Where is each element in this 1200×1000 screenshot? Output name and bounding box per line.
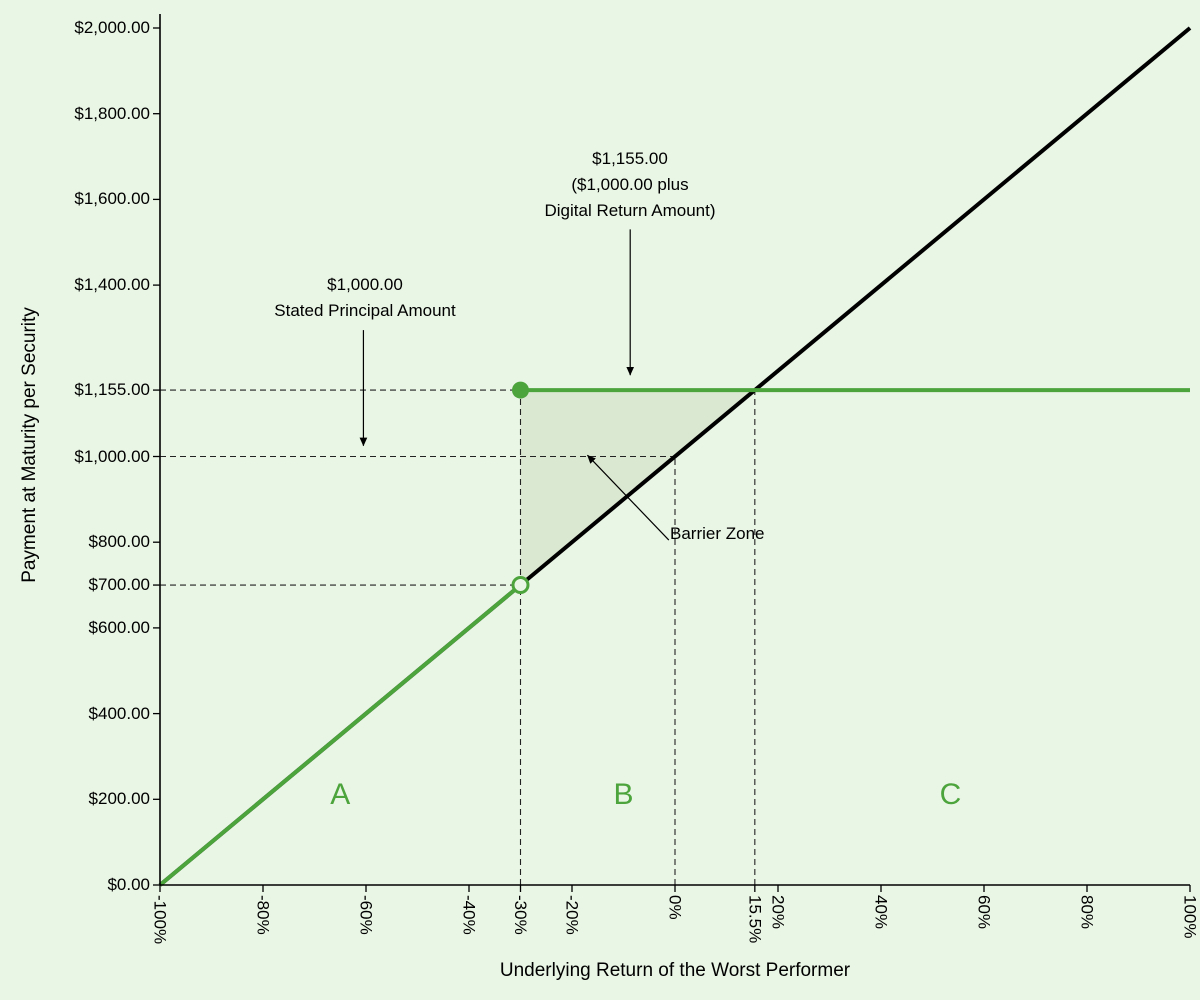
annotation-line: Stated Principal Amount [274, 301, 456, 320]
x-tick-label: -40% [459, 895, 479, 935]
x-tick-label: 100% [1180, 895, 1200, 939]
y-tick-label: $2,000.00 [74, 18, 150, 37]
y-tick-label: $1,155.00 [74, 380, 150, 400]
x-tick-label: 15.5% [745, 895, 765, 944]
region-label-a: A [330, 778, 351, 812]
payment-line [158, 583, 522, 887]
y-tick-label: $400.00 [88, 703, 150, 723]
x-tick-label: -60% [356, 895, 376, 935]
y-tick-label: $1,000.00 [74, 446, 150, 466]
stated-principal-annotation: $1,000.00 Stated Principal Amount [215, 272, 515, 324]
region-label-b: B [613, 778, 634, 812]
y-tick-label: $600.00 [88, 617, 150, 637]
y-tick-label: $700.00 [88, 575, 150, 595]
y-tick-label: $200.00 [88, 789, 150, 809]
y-tick-label: $1,400.00 [74, 275, 150, 295]
guide-lines [160, 389, 756, 885]
x-axis-title: Underlying Return of the Worst Performer [499, 960, 851, 981]
x-tick-label: -80% [253, 895, 273, 935]
x-tick-label: 20% [768, 895, 788, 930]
x-tick-label: 80% [1077, 895, 1097, 930]
open-endpoint [511, 576, 530, 595]
annotation-line: $1,000.00 [327, 275, 403, 294]
digital-return-annotation: $1,155.00 ($1,000.00 plus Digital Return… [480, 146, 780, 224]
x-tick-label: -20% [562, 895, 582, 935]
annotation-arrow-barrier-zone [587, 454, 670, 541]
x-tick-label: 60% [974, 895, 994, 930]
x-tick-label: 40% [871, 895, 891, 930]
annotation-line: Digital Return Amount) [544, 201, 716, 220]
y-tick-label: $1,600.00 [74, 189, 150, 209]
filled-endpoint [512, 381, 529, 399]
x-tick-label: -30% [511, 895, 530, 935]
region-label-c: C [939, 778, 962, 812]
y-tick-label: $0.00 [107, 875, 150, 894]
tick-marks [153, 27, 1191, 892]
barrier-zone-label: Barrier Zone [670, 524, 765, 543]
annotation-line: $1,155.00 [592, 149, 668, 168]
x-tick-label: -100% [150, 895, 170, 945]
x-tick-label: 0% [665, 895, 685, 920]
y-tick-label: $800.00 [88, 532, 150, 552]
annotation-line: ($1,000.00 plus [571, 175, 689, 194]
y-tick-label: $1,800.00 [74, 103, 150, 123]
